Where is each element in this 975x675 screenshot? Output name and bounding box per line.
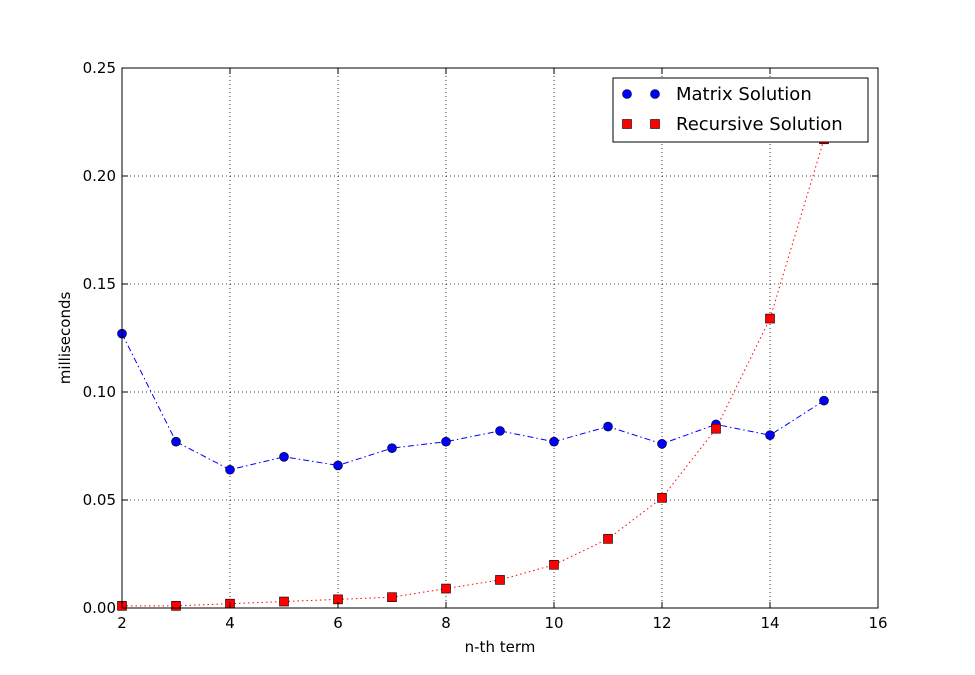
matrix-solution-point xyxy=(603,421,613,432)
matrix-solution-point xyxy=(333,460,343,471)
x-tick-label: 2 xyxy=(117,614,127,632)
legend-marker-matrix-solution xyxy=(650,89,660,99)
matrix-solution-point xyxy=(657,439,667,449)
legend-label-recursive-solution: Recursive Solution xyxy=(676,114,843,135)
legend: Matrix Solution Recursive Solution xyxy=(612,77,869,143)
recursive-solution-point xyxy=(171,601,181,611)
y-tick-label: 0.00 xyxy=(83,599,116,617)
y-tick-label: 0.20 xyxy=(83,167,116,185)
y-axis-label: milliseconds xyxy=(56,292,74,385)
plot-area xyxy=(122,68,878,608)
recursive-solution-point xyxy=(387,592,397,603)
recursive-solution-point xyxy=(279,596,289,607)
matrix-solution-point xyxy=(441,436,451,447)
legend-marker-matrix-solution xyxy=(622,89,632,99)
x-tick-label: 4 xyxy=(225,614,235,632)
series-layer xyxy=(122,139,825,607)
matrix-solution-point xyxy=(819,395,829,406)
legend-label-matrix-solution: Matrix Solution xyxy=(676,84,812,105)
plot-frame xyxy=(121,67,879,609)
matrix-solution-point xyxy=(225,464,235,475)
matrix-solution-point xyxy=(495,426,505,436)
matrix-solution-point xyxy=(171,436,181,447)
y-tick-label: 0.10 xyxy=(83,383,116,401)
legend-marker-recursive-solution xyxy=(622,119,632,129)
x-tick-label: 8 xyxy=(441,614,451,632)
legend-box xyxy=(612,77,869,143)
matrix-solution-point xyxy=(549,436,559,447)
x-tick-label: 12 xyxy=(652,614,671,632)
recursive-solution-point xyxy=(495,575,505,585)
ticks xyxy=(121,67,879,609)
legend-marker-recursive-solution xyxy=(650,119,660,129)
tick-labels: 2 4 6 8 10 12 14 16 0.00 0.05 0.10 0.15 0.20 0.25 xyxy=(83,59,888,632)
x-tick-label: 16 xyxy=(868,614,887,632)
matrix-solution-point xyxy=(279,451,289,462)
recursive-solution-point xyxy=(441,583,451,594)
x-tick-label: 10 xyxy=(544,614,563,632)
recursive-solution-point xyxy=(765,313,775,324)
recursive-solution-line xyxy=(122,139,825,607)
y-tick-label: 0.15 xyxy=(83,275,116,293)
y-tick-label: 0.05 xyxy=(83,491,116,509)
recursive-solution-point xyxy=(549,559,559,570)
matrix-solution-point xyxy=(387,443,397,453)
x-axis-label: n-th term xyxy=(465,638,536,656)
y-tick-label: 0.25 xyxy=(83,59,116,77)
recursive-solution-point xyxy=(603,534,613,544)
matrix-solution-line xyxy=(122,333,825,471)
x-tick-label: 6 xyxy=(333,614,343,632)
recursive-solution-point xyxy=(657,493,667,503)
matrix-solution-point xyxy=(765,430,775,441)
x-tick-label: 14 xyxy=(760,614,779,632)
recursive-solution-point xyxy=(711,423,721,434)
